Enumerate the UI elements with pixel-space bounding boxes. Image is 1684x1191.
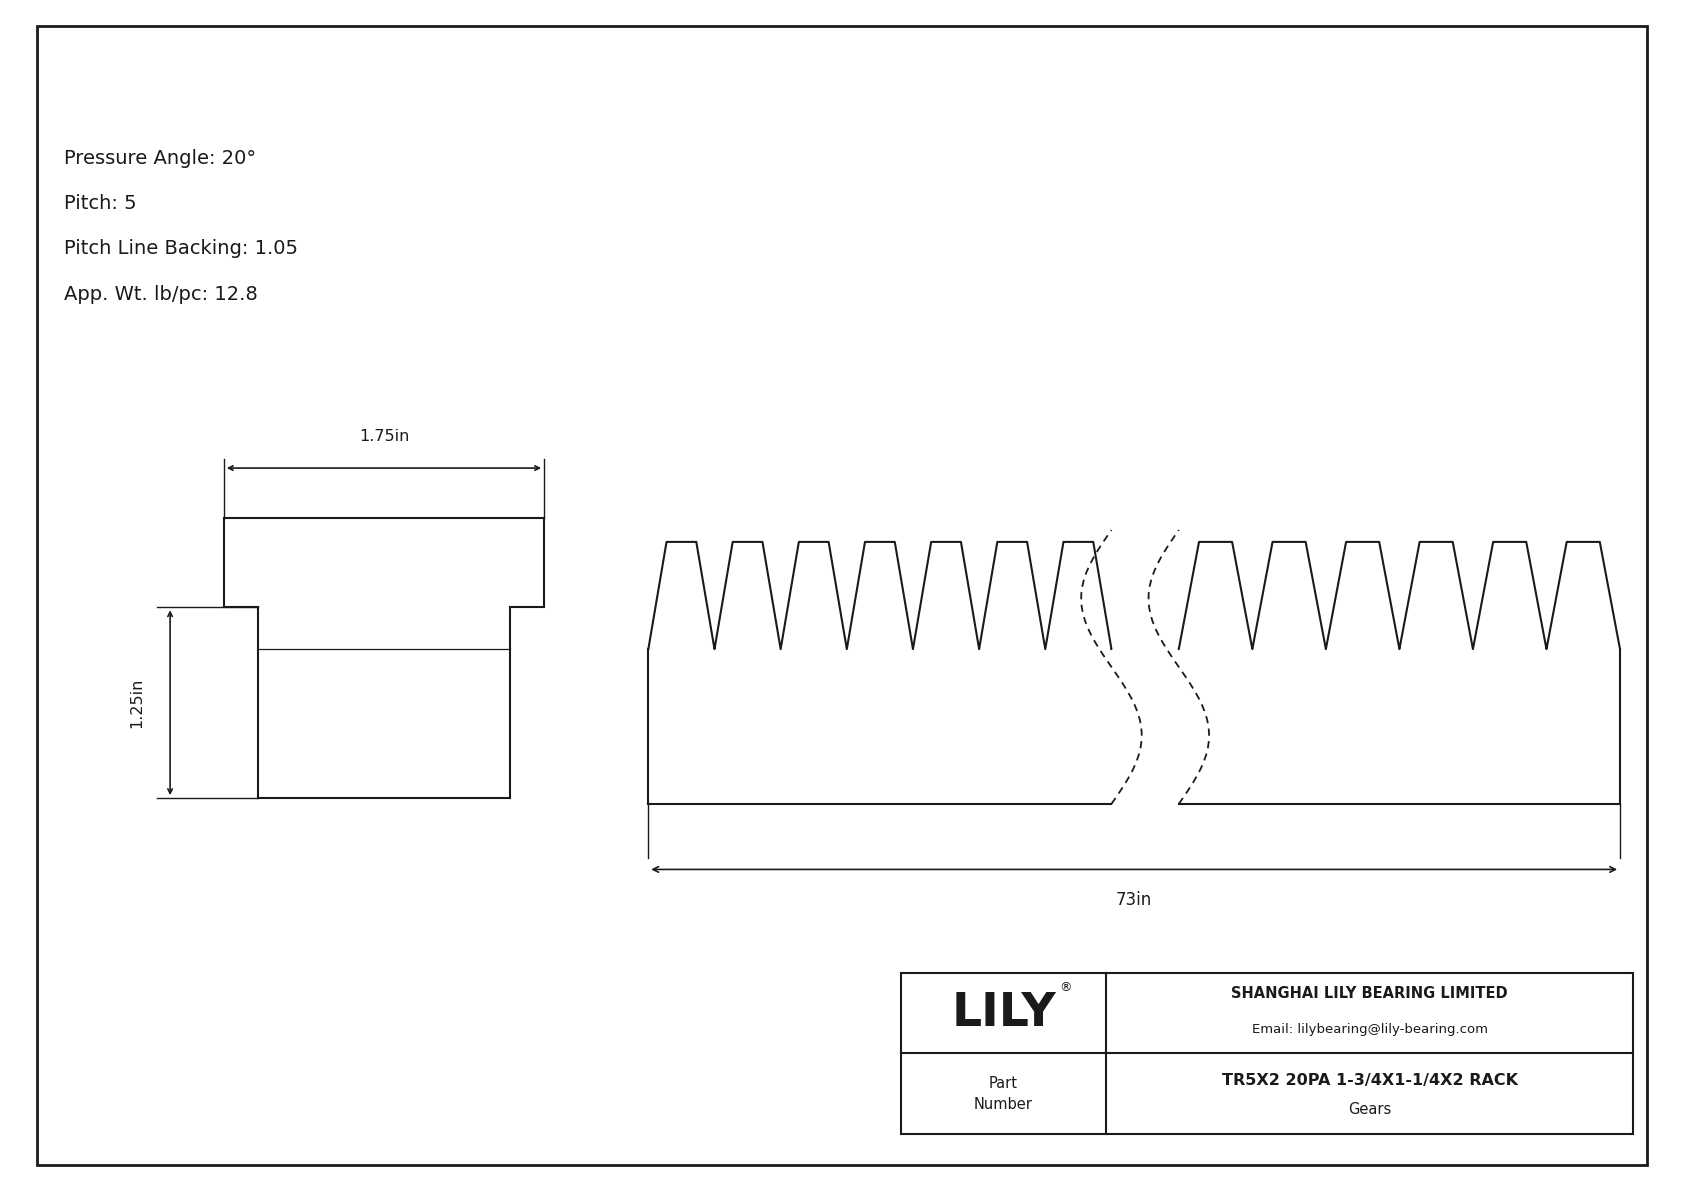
Text: Part
Number: Part Number: [973, 1075, 1032, 1111]
Text: 73in: 73in: [1116, 891, 1152, 909]
Text: LILY: LILY: [951, 991, 1056, 1036]
Text: SHANGHAI LILY BEARING LIMITED: SHANGHAI LILY BEARING LIMITED: [1231, 986, 1509, 1002]
Text: Pressure Angle: 20°: Pressure Angle: 20°: [64, 149, 256, 168]
Text: Email: lilybearing@lily-bearing.com: Email: lilybearing@lily-bearing.com: [1251, 1023, 1487, 1036]
Text: Gears: Gears: [1349, 1102, 1391, 1117]
Text: ®: ®: [1059, 981, 1073, 994]
Text: Pitch Line Backing: 1.05: Pitch Line Backing: 1.05: [64, 239, 298, 258]
Text: Pitch: 5: Pitch: 5: [64, 194, 136, 213]
Text: App. Wt. lb/pc: 12.8: App. Wt. lb/pc: 12.8: [64, 285, 258, 304]
Text: 1.25in: 1.25in: [130, 678, 143, 728]
Text: 1.75in: 1.75in: [359, 429, 409, 444]
Text: TR5X2 20PA 1-3/4X1-1/4X2 RACK: TR5X2 20PA 1-3/4X1-1/4X2 RACK: [1223, 1073, 1517, 1089]
Bar: [901, 973, 1633, 1134]
